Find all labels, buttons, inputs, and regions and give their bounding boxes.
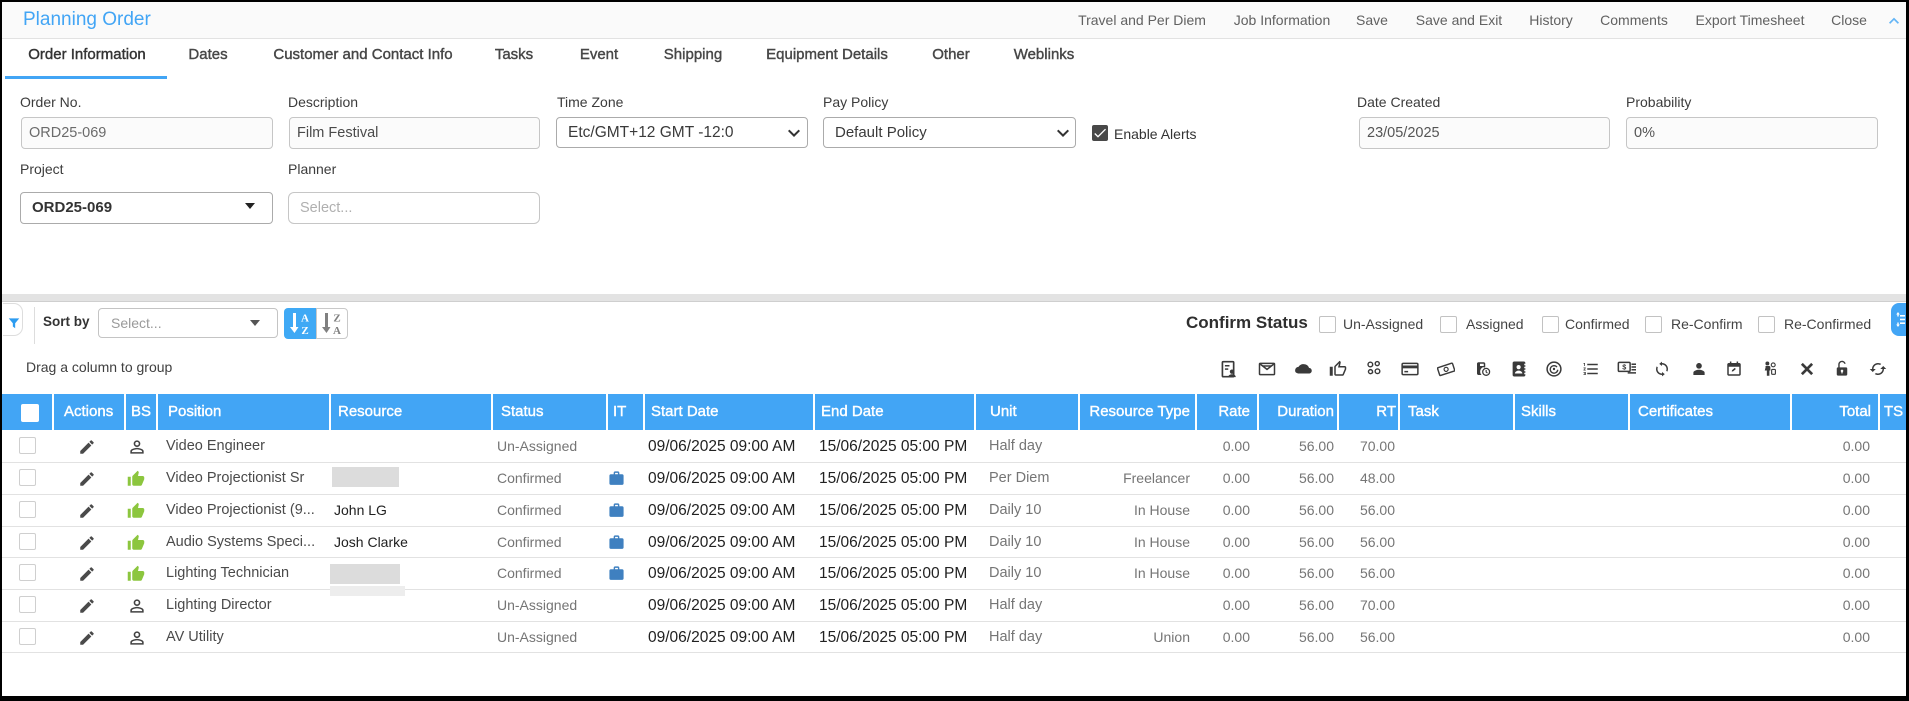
svg-text:Z: Z [333,313,340,325]
svg-text:$: $ [1622,363,1626,372]
svg-text:A: A [333,325,341,337]
svg-text:Z: Z [301,325,308,337]
svg-text:A: A [301,313,309,325]
